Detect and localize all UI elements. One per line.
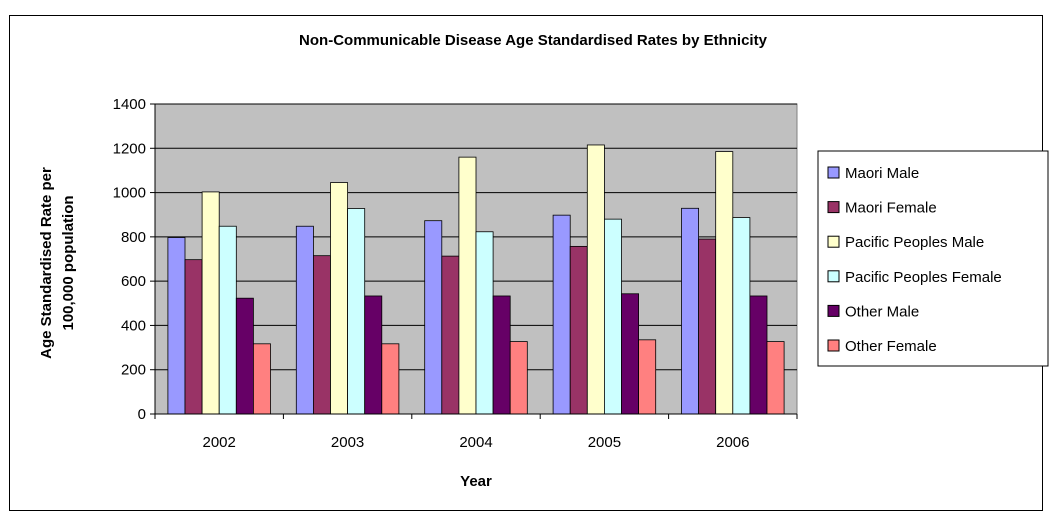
legend-swatch <box>827 304 840 317</box>
y-tick-label: 0 <box>138 406 146 423</box>
legend-label: Pacific Peoples Female <box>845 269 1002 286</box>
bar <box>715 151 734 415</box>
bar <box>295 225 314 415</box>
legend-label: Other Female <box>845 338 937 355</box>
legend-label: Pacific Peoples Male <box>845 234 984 251</box>
bar <box>167 237 186 415</box>
y-tick-label: 1000 <box>113 185 146 202</box>
x-axis-label: Year <box>460 473 492 490</box>
y-axis-label-line-1: Age Standardised Rate per <box>38 167 55 359</box>
bar <box>509 341 528 415</box>
bars <box>167 144 785 415</box>
y-tick-labels: 0 200 400 600 800 1000 1200 1400 <box>113 96 146 423</box>
bar <box>552 214 571 415</box>
y-tick-label: 200 <box>121 362 146 379</box>
bar <box>235 297 254 415</box>
x-tick-label: 2004 <box>459 434 492 451</box>
legend-box <box>817 150 1049 367</box>
y-tick-label: 800 <box>121 229 146 246</box>
y-axis-label: Age Standardised Rate per 100,000 popula… <box>38 167 77 359</box>
legend-label: Maori Female <box>845 200 937 217</box>
axes <box>150 103 798 419</box>
bar <box>330 182 349 415</box>
bar <box>604 218 622 415</box>
bar <box>252 343 271 415</box>
legend-swatch <box>827 235 840 248</box>
bar <box>364 295 383 415</box>
bar <box>218 225 237 415</box>
bar <box>492 295 511 415</box>
legend-swatch <box>827 201 840 214</box>
bar <box>424 220 443 415</box>
x-tick-labels: 2002 2003 2004 2005 2006 <box>203 434 750 451</box>
bar <box>201 191 220 415</box>
bar <box>347 208 366 415</box>
x-tick-label: 2002 <box>203 434 236 451</box>
bar <box>184 259 203 415</box>
bar <box>381 343 400 415</box>
y-tick-label: 600 <box>121 273 146 290</box>
bar <box>586 144 605 415</box>
legend-swatch <box>827 270 840 283</box>
y-axis-label-line-2: 100,000 population <box>60 195 77 330</box>
bar <box>621 293 640 415</box>
bar <box>475 231 494 415</box>
legend-swatch <box>827 339 840 352</box>
bar <box>458 156 477 415</box>
legend-swatch <box>827 166 840 179</box>
y-tick-label: 1200 <box>113 140 146 157</box>
bar <box>312 255 331 415</box>
x-tick-label: 2003 <box>331 434 364 451</box>
x-tick-label: 2006 <box>716 434 749 451</box>
bar <box>749 295 768 415</box>
chart-title: Non-Communicable Disease Age Standardise… <box>299 32 768 49</box>
y-tick-label: 1400 <box>113 96 146 113</box>
legend-label: Maori Male <box>845 165 919 182</box>
x-tick-label: 2005 <box>588 434 621 451</box>
bar <box>766 341 785 415</box>
bar <box>638 339 657 415</box>
legend: Maori Male Maori Female Pacific Peoples Ma… <box>827 165 1002 355</box>
bar <box>569 245 588 415</box>
bar <box>732 217 751 415</box>
y-tick-label: 400 <box>121 317 146 334</box>
bar <box>441 255 460 415</box>
bar <box>681 207 700 415</box>
bar <box>698 238 717 415</box>
legend-label: Other Male <box>845 303 919 320</box>
